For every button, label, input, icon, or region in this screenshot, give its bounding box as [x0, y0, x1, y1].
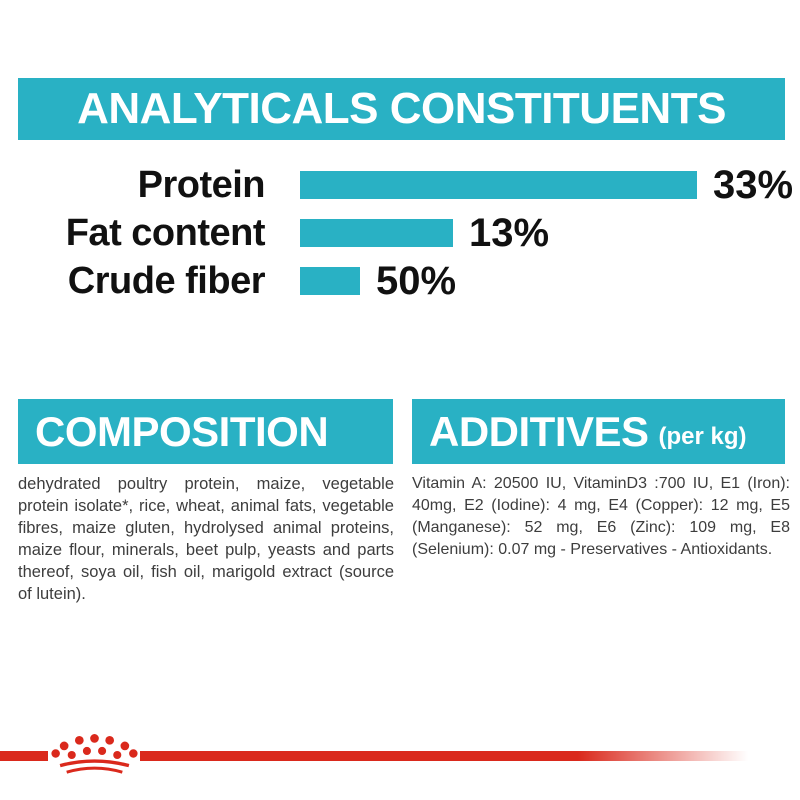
analytical-constituents-chart: Protein 33% Fat content 13% Crude fiber …: [0, 161, 800, 305]
chart-bar-crude-fiber: [300, 267, 360, 295]
chart-bar-fat-content: [300, 219, 453, 247]
composition-text: dehydrated poultry protein, maize, veget…: [18, 475, 394, 603]
page-title: ANALYTICALS CONSTITUENTS: [77, 84, 726, 133]
red-rule-right: [140, 751, 748, 761]
additives-text: Vitamin A: 20500 IU, VitaminD3 :700 IU, …: [412, 475, 790, 558]
chart-bar-protein: [300, 171, 697, 199]
chart-label-crude-fiber: Crude fiber: [67, 259, 266, 302]
additives-heading-suffix: (per kg): [658, 422, 747, 450]
composition-header: COMPOSITION: [18, 399, 393, 464]
chart-label-fat-content: Fat content: [65, 211, 266, 254]
chart-row-protein: Protein 33%: [0, 161, 800, 209]
chart-value-fat-content: 13%: [469, 210, 550, 255]
royal-canin-crown-icon: [51, 734, 138, 774]
chart-value-protein: 33%: [713, 162, 794, 207]
brand-footer: [0, 730, 800, 790]
additives-heading: ADDITIVES: [429, 407, 649, 455]
chart-row-crude-fiber: Crude fiber 50%: [0, 257, 800, 305]
chart-label-protein: Protein: [137, 163, 266, 206]
additives-header: ADDITIVES (per kg): [412, 399, 785, 464]
analytical-constituents-header: ANALYTICALS CONSTITUENTS: [18, 78, 785, 140]
composition-heading: COMPOSITION: [35, 407, 329, 455]
chart-row-fat-content: Fat content 13%: [0, 209, 800, 257]
red-rule-left: [0, 751, 48, 761]
chart-value-crude-fiber: 50%: [376, 258, 457, 303]
